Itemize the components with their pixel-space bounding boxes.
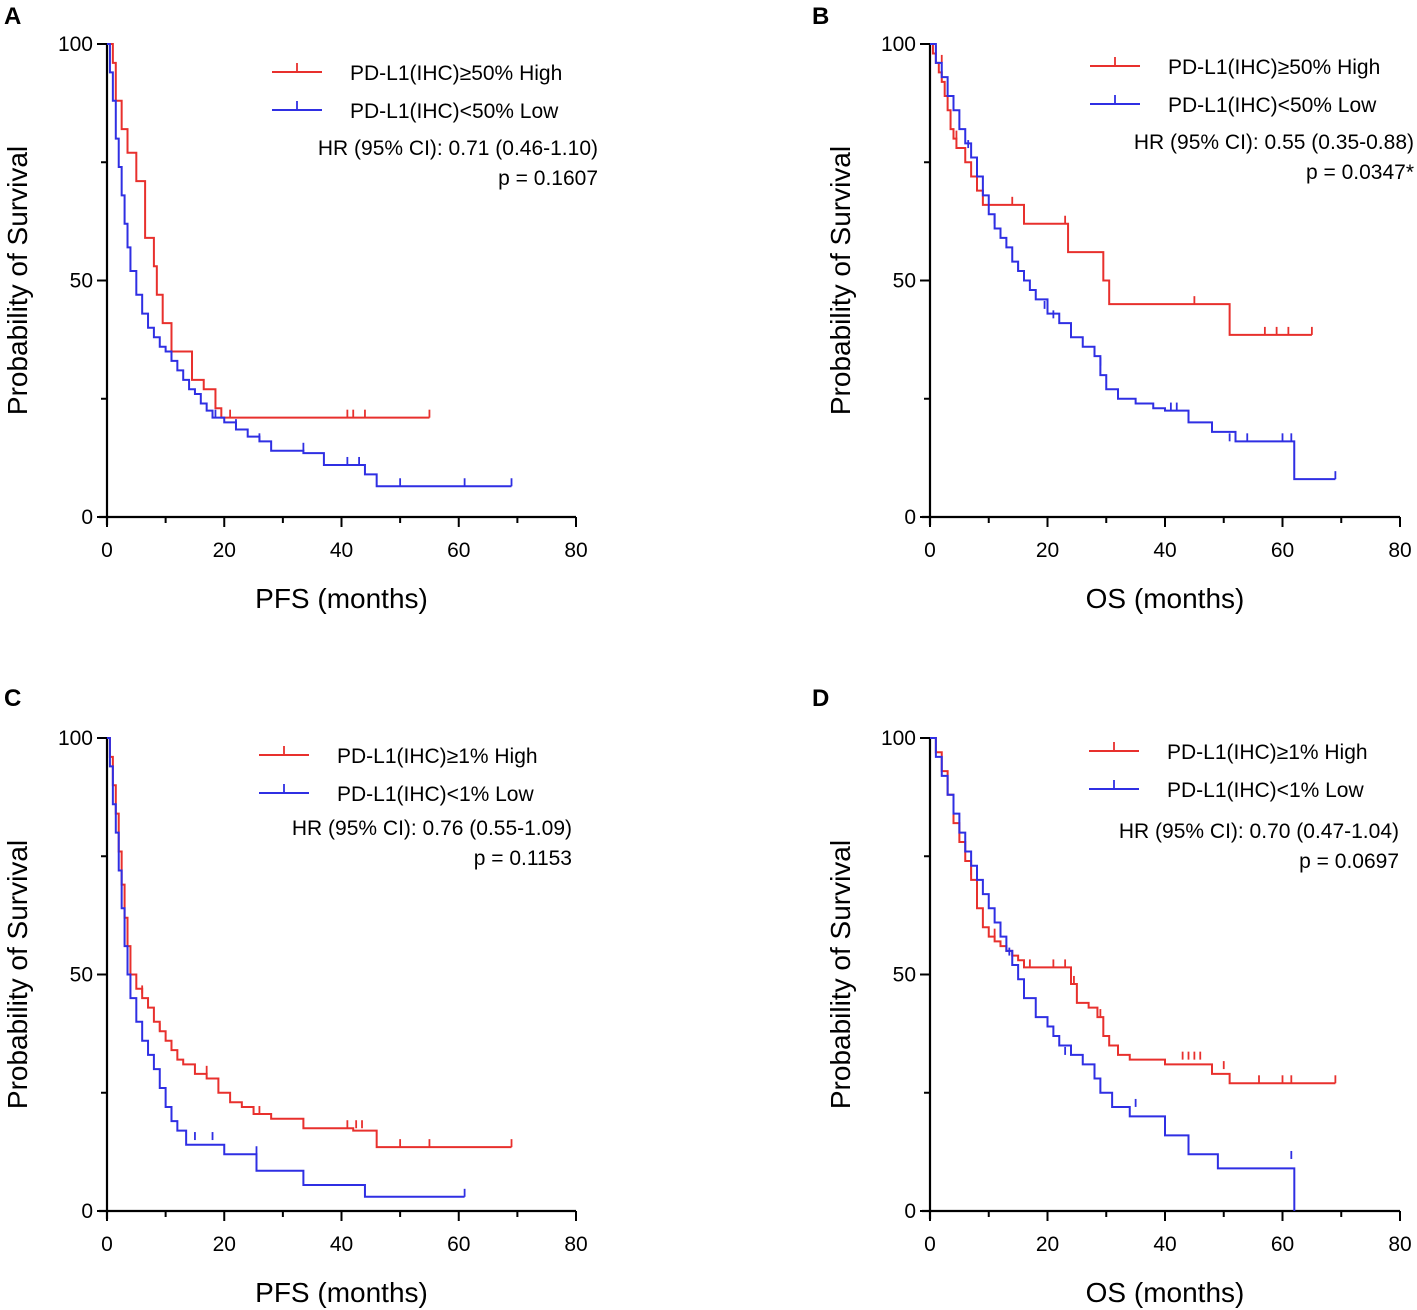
x-tick-label: 40 bbox=[1153, 1233, 1176, 1256]
x-tick-label: 20 bbox=[213, 539, 236, 562]
hazard-ratio-text: HR (95% CI): 0.76 (0.55-1.09) bbox=[292, 817, 572, 840]
y-tick-label: 0 bbox=[904, 1200, 916, 1223]
x-axis-label: PFS (months) bbox=[255, 1277, 428, 1308]
x-axis-label: OS (months) bbox=[1086, 583, 1245, 614]
y-axis-label: Probability of Survival bbox=[2, 146, 33, 415]
panel-label-d: D bbox=[812, 685, 829, 712]
hazard-ratio-text: HR (95% CI): 0.71 (0.46-1.10) bbox=[318, 137, 598, 160]
plot-c: 0 50 100 0 20 40 60 80 PFS (months) Probability o… bbox=[2, 727, 588, 1308]
p-value-text: p = 0.0697 bbox=[1299, 850, 1399, 873]
y-tick-label: 0 bbox=[81, 1200, 93, 1223]
legend-label-high: PD-L1(IHC)≥50% High bbox=[350, 62, 562, 85]
x-tick-label: 20 bbox=[213, 1233, 236, 1256]
legend-label-low: PD-L1(IHC)<1% Low bbox=[337, 783, 534, 806]
y-tick-label: 50 bbox=[893, 270, 916, 293]
hazard-ratio-text: HR (95% CI): 0.55 (0.35-0.88) bbox=[1134, 131, 1414, 154]
x-tick-label: 20 bbox=[1036, 1233, 1059, 1256]
x-tick-label: 60 bbox=[1271, 1233, 1294, 1256]
series-line-high bbox=[107, 737, 512, 1149]
y-axis-label: Probability of Survival bbox=[825, 840, 856, 1109]
series-line-high bbox=[107, 43, 430, 419]
series-line-low bbox=[107, 737, 465, 1198]
panel-label-b: B bbox=[812, 3, 829, 30]
y-tick-label: 100 bbox=[58, 727, 93, 750]
y-tick-label: 100 bbox=[881, 727, 916, 750]
x-tick-label: 20 bbox=[1036, 539, 1059, 562]
y-axis-label: Probability of Survival bbox=[825, 146, 856, 415]
x-tick-label: 40 bbox=[330, 1233, 353, 1256]
panel-c: C 0 50 100 0 20 40 60 80 PFS (months) Probability… bbox=[2, 685, 588, 1308]
x-axis-label: OS (months) bbox=[1086, 1277, 1245, 1308]
y-tick-label: 50 bbox=[70, 964, 93, 987]
plot-a: 0 50 100 0 20 40 60 80 PFS (months) Probability o… bbox=[2, 33, 598, 614]
series-line-low bbox=[930, 43, 1336, 481]
hazard-ratio-text: HR (95% CI): 0.70 (0.47-1.04) bbox=[1119, 820, 1399, 843]
y-axis-label: Probability of Survival bbox=[2, 840, 33, 1109]
x-tick-label: 0 bbox=[924, 539, 936, 562]
legend-label-high: PD-L1(IHC)≥1% High bbox=[337, 745, 538, 768]
x-tick-label: 40 bbox=[330, 539, 353, 562]
series-line-low bbox=[107, 43, 512, 488]
panel-a: A 0 50 100 0 20 40 60 80 PFS (months) Probability… bbox=[2, 3, 598, 614]
p-value-text: p = 0.0347* bbox=[1306, 161, 1414, 184]
panel-label-c: C bbox=[4, 685, 21, 712]
x-axis-label: PFS (months) bbox=[255, 583, 428, 614]
x-tick-label: 60 bbox=[447, 539, 470, 562]
x-tick-label: 0 bbox=[101, 539, 113, 562]
series-line-low bbox=[930, 737, 1296, 1211]
y-tick-label: 50 bbox=[70, 270, 93, 293]
x-tick-label: 80 bbox=[564, 1233, 587, 1256]
series-line-high bbox=[930, 43, 1312, 336]
legend-label-high: PD-L1(IHC)≥50% High bbox=[1168, 56, 1380, 79]
legend-label-high: PD-L1(IHC)≥1% High bbox=[1167, 741, 1368, 764]
x-tick-label: 60 bbox=[447, 1233, 470, 1256]
y-tick-label: 100 bbox=[881, 33, 916, 56]
x-tick-label: 0 bbox=[924, 1233, 936, 1256]
x-tick-label: 60 bbox=[1271, 539, 1294, 562]
plot-b: 0 50 100 0 20 40 60 80 OS (months) Probability of… bbox=[825, 33, 1414, 614]
x-tick-label: 40 bbox=[1153, 539, 1176, 562]
x-tick-label: 0 bbox=[101, 1233, 113, 1256]
x-tick-label: 80 bbox=[1388, 539, 1411, 562]
panel-b: B 0 50 100 0 20 40 60 80 OS (months) Probability … bbox=[812, 3, 1414, 614]
y-tick-label: 50 bbox=[893, 964, 916, 987]
panel-label-a: A bbox=[4, 3, 21, 30]
legend-label-low: PD-L1(IHC)<50% Low bbox=[1168, 94, 1377, 117]
legend-label-low: PD-L1(IHC)<1% Low bbox=[1167, 779, 1364, 802]
y-tick-label: 0 bbox=[81, 506, 93, 529]
y-tick-label: 100 bbox=[58, 33, 93, 56]
p-value-text: p = 0.1153 bbox=[474, 847, 572, 870]
legend-label-low: PD-L1(IHC)<50% Low bbox=[350, 100, 559, 123]
x-tick-label: 80 bbox=[564, 539, 587, 562]
panel-d: D 0 50 100 0 20 40 60 80 OS (months) Probability … bbox=[812, 685, 1412, 1308]
y-tick-label: 0 bbox=[904, 506, 916, 529]
plot-d: 0 50 100 0 20 40 60 80 OS (months) Probability of… bbox=[825, 727, 1412, 1308]
p-value-text: p = 0.1607 bbox=[498, 167, 598, 190]
x-tick-label: 80 bbox=[1388, 1233, 1411, 1256]
